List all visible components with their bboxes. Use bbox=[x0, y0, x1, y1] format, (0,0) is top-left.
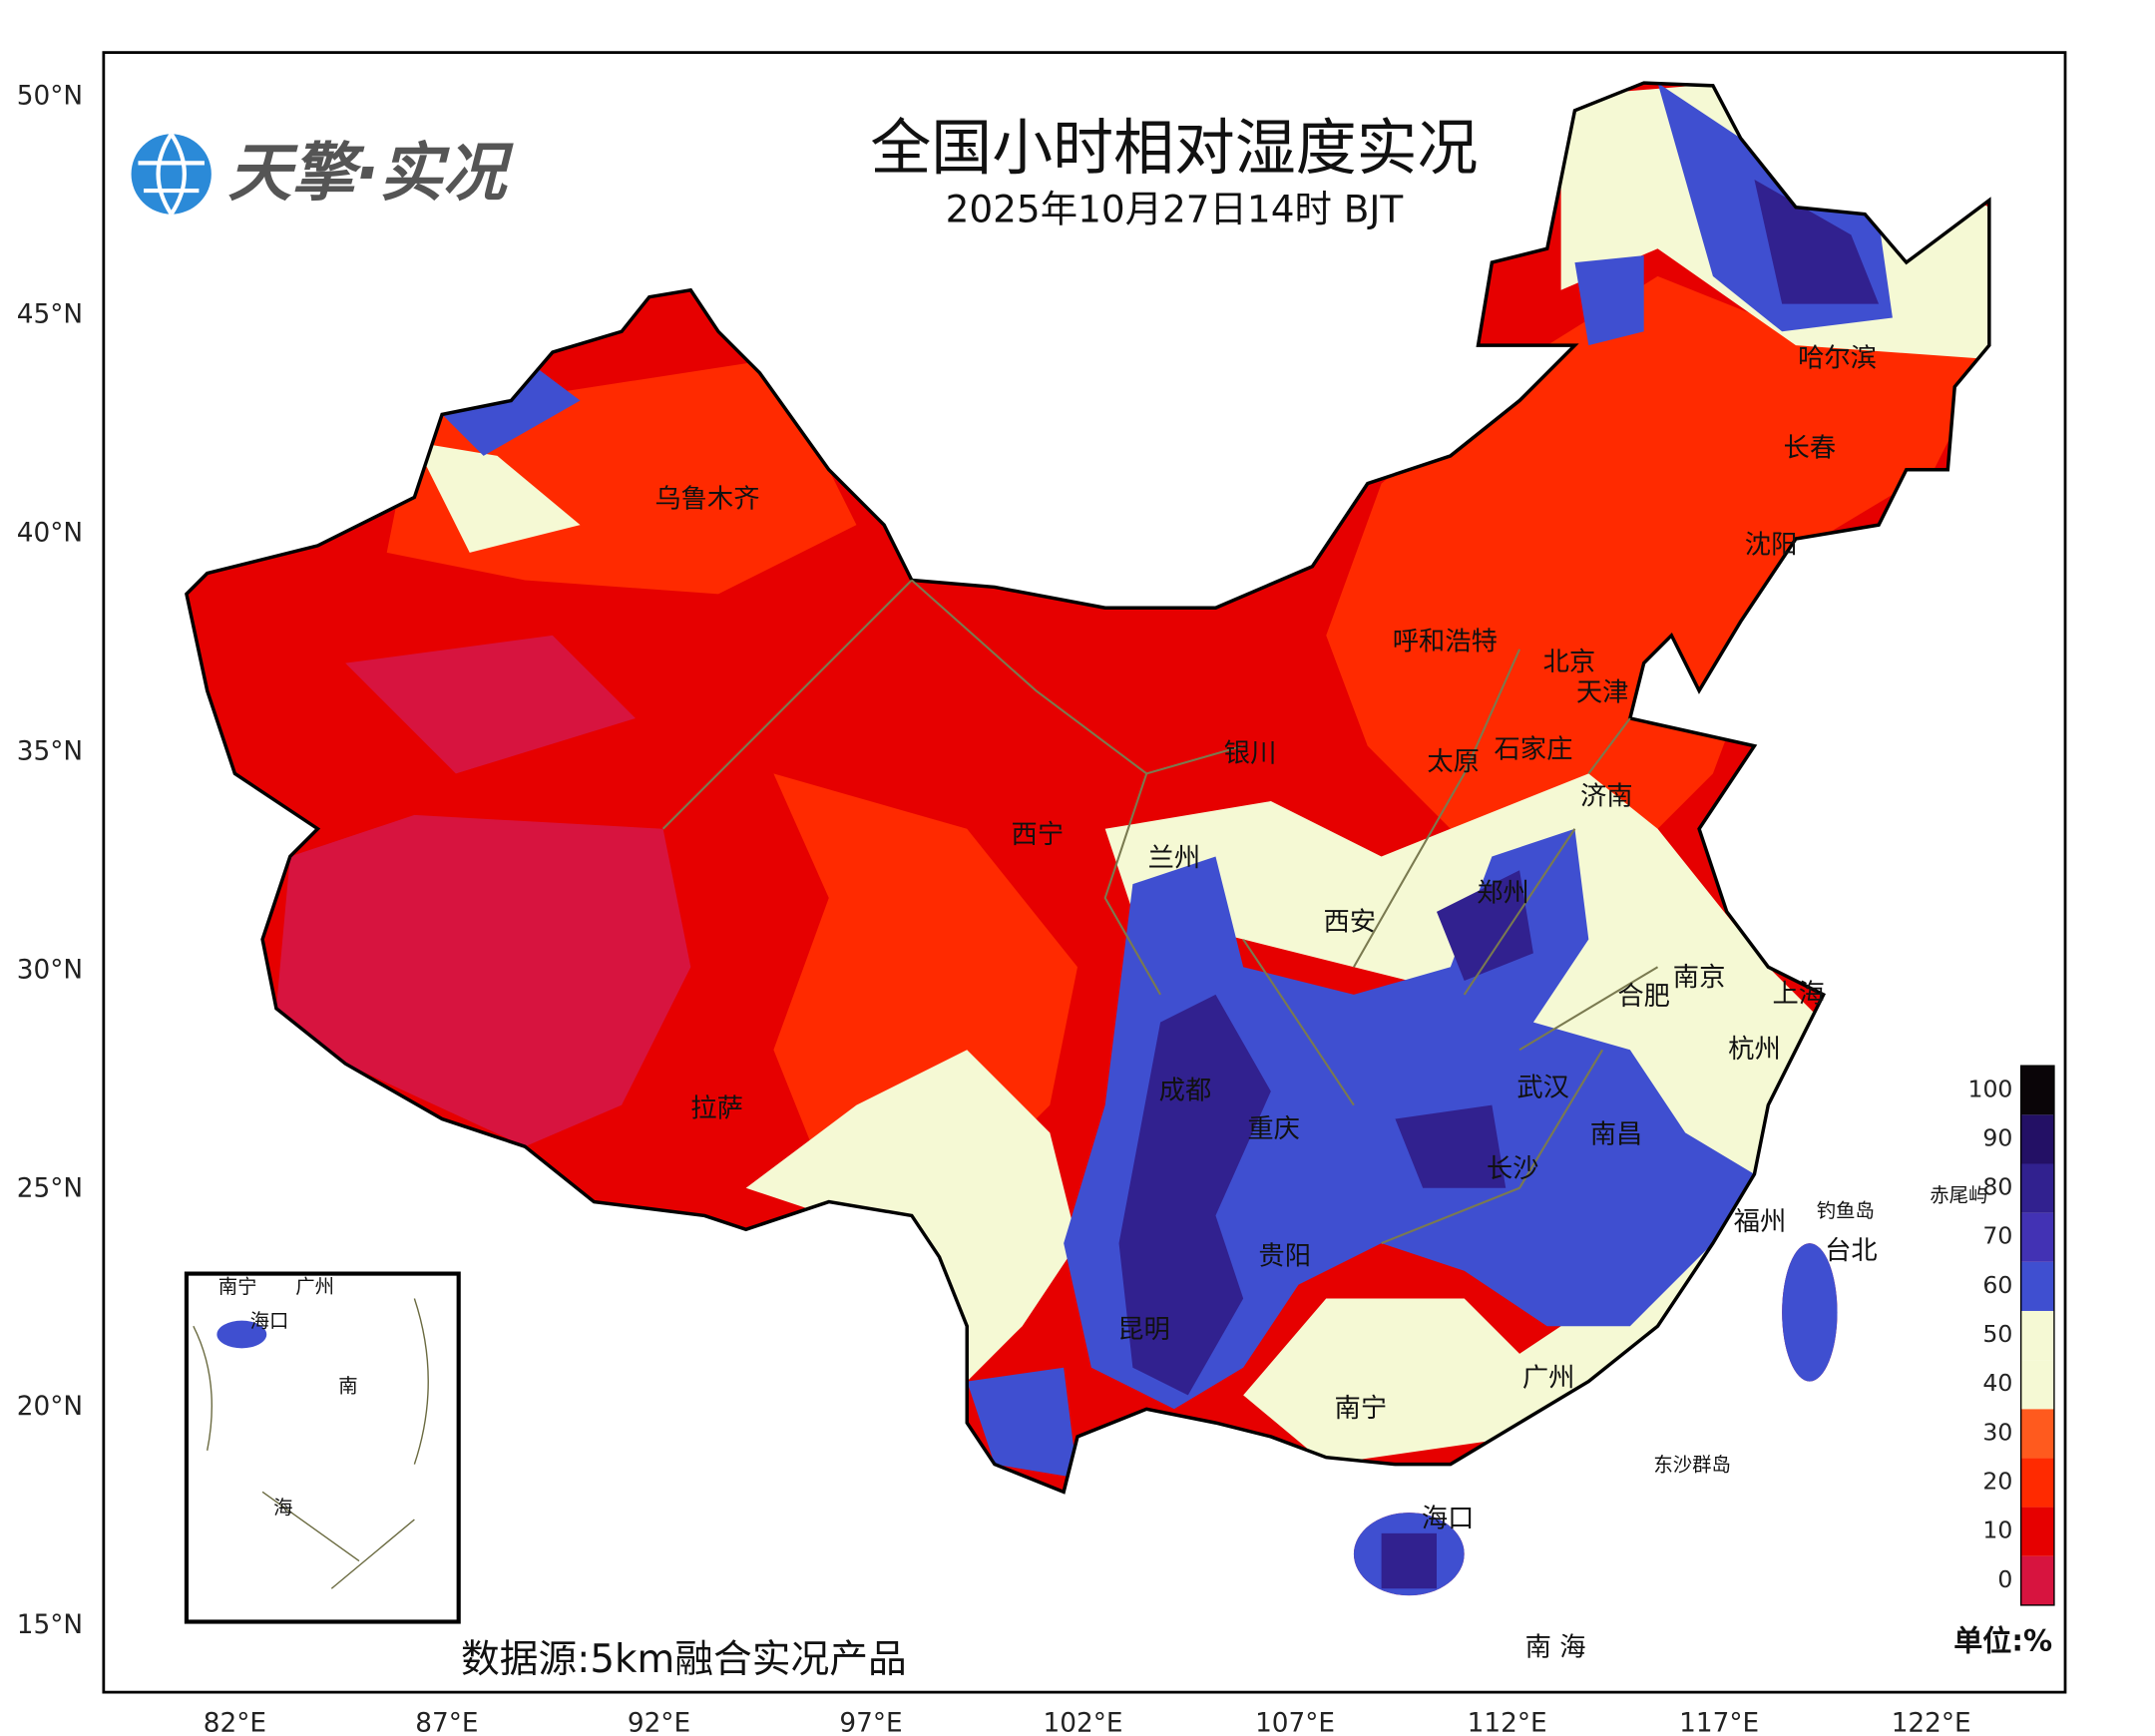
city-label: 哈尔滨 bbox=[1798, 343, 1877, 373]
city-label: 重庆 bbox=[1247, 1114, 1300, 1144]
colorbar-segment bbox=[2020, 1163, 2054, 1213]
data-source: 数据源:5km融合实况产品 bbox=[461, 1637, 907, 1682]
lat-tick-label: 15°N bbox=[17, 1610, 83, 1640]
island-label: 赤尾屿 bbox=[1930, 1184, 1987, 1207]
colorbar-label: 70 bbox=[1982, 1222, 2012, 1250]
city-label: 济南 bbox=[1580, 781, 1633, 811]
colorbar-segment bbox=[2020, 1261, 2054, 1311]
island-label: 钓鱼岛 bbox=[1817, 1199, 1875, 1222]
city-label: 南京 bbox=[1673, 963, 1726, 993]
colorbar-segment bbox=[2020, 1458, 2054, 1508]
island-label: 南 海 bbox=[1525, 1632, 1586, 1662]
lon-tick-label: 82°E bbox=[204, 1708, 266, 1736]
city-label: 呼和浩特 bbox=[1393, 627, 1498, 656]
colorbar-label: 40 bbox=[1982, 1369, 2012, 1397]
lat-tick-label: 40°N bbox=[17, 518, 83, 548]
city-label: 兰州 bbox=[1148, 844, 1201, 874]
city-label: 西安 bbox=[1323, 907, 1376, 937]
colorbar-label: 10 bbox=[1982, 1517, 2012, 1544]
city-label: 成都 bbox=[1159, 1076, 1212, 1105]
city-label: 南宁 bbox=[1335, 1394, 1388, 1424]
lon-tick-label: 92°E bbox=[628, 1708, 690, 1736]
lon-tick-label: 102°E bbox=[1044, 1708, 1123, 1736]
colorbar-segment bbox=[2020, 1555, 2054, 1605]
colorbar-segment bbox=[2020, 1114, 2054, 1164]
city-label: 合肥 bbox=[1617, 982, 1670, 1012]
inset-label: 南 bbox=[338, 1375, 357, 1398]
city-label: 福州 bbox=[1734, 1207, 1787, 1237]
colorbar-segment bbox=[2020, 1507, 2054, 1556]
colorbar-segment bbox=[2020, 1066, 2054, 1115]
inset-coast bbox=[193, 1298, 429, 1589]
inset-label: 广州 bbox=[295, 1275, 334, 1298]
lat-tick-label: 20°N bbox=[17, 1392, 83, 1422]
map-title: 全国小时相对湿度实况 bbox=[870, 113, 1478, 184]
lon-tick-label: 87°E bbox=[415, 1708, 478, 1736]
lat-tick-label: 50°N bbox=[17, 81, 83, 111]
island-label: 东沙群岛 bbox=[1653, 1454, 1731, 1477]
colorbar-segment bbox=[2020, 1212, 2054, 1262]
field-orange-red bbox=[386, 275, 1989, 1216]
colorbar-label: 60 bbox=[1982, 1271, 2012, 1299]
colorbar-frame bbox=[2019, 1065, 2055, 1606]
city-label: 台北 bbox=[1825, 1236, 1878, 1266]
city-label: 武汉 bbox=[1516, 1074, 1569, 1103]
city-label: 贵阳 bbox=[1258, 1241, 1311, 1271]
lat-tick-label: 25°N bbox=[17, 1173, 83, 1203]
logo: 天擎·实况 bbox=[131, 133, 515, 216]
logo-grid bbox=[138, 133, 205, 216]
colorbar-label: 90 bbox=[1982, 1123, 2012, 1151]
city-label: 北京 bbox=[1543, 648, 1596, 677]
province-borders bbox=[661, 579, 1659, 1245]
field-purple bbox=[1118, 179, 1880, 1589]
colorbar-label: 0 bbox=[1997, 1565, 2012, 1593]
inset-label: 南宁 bbox=[218, 1275, 257, 1298]
logo-globe bbox=[131, 134, 212, 215]
city-label: 太原 bbox=[1427, 747, 1480, 777]
city-label: 乌鲁木齐 bbox=[654, 485, 759, 515]
lat-tick-label: 45°N bbox=[17, 299, 83, 329]
field-crimson bbox=[275, 635, 691, 1147]
city-label: 长沙 bbox=[1487, 1154, 1539, 1184]
lon-tick-label: 107°E bbox=[1255, 1708, 1335, 1736]
lon-tick-label: 117°E bbox=[1679, 1708, 1759, 1736]
city-label: 南昌 bbox=[1590, 1120, 1643, 1150]
city-label: 杭州 bbox=[1728, 1035, 1781, 1065]
city-label: 昆明 bbox=[1117, 1315, 1170, 1345]
city-label: 郑州 bbox=[1477, 878, 1529, 908]
colorbar-label: 80 bbox=[1982, 1173, 2012, 1201]
city-label: 海口 bbox=[1422, 1505, 1475, 1534]
lon-tick-label: 122°E bbox=[1892, 1708, 1971, 1736]
colorbar-label: 20 bbox=[1982, 1467, 2012, 1495]
logo-text: 天擎·实况 bbox=[227, 137, 514, 211]
inset-label: 海 bbox=[273, 1496, 292, 1519]
colorbar-segment bbox=[2020, 1310, 2054, 1361]
inset-hainan bbox=[216, 1320, 267, 1349]
colorbar-label: 100 bbox=[1967, 1075, 2012, 1102]
colorbar-label: 50 bbox=[1982, 1320, 2012, 1348]
lon-tick-label: 112°E bbox=[1468, 1708, 1547, 1736]
city-label: 石家庄 bbox=[1494, 734, 1572, 764]
lon-tick-label: 97°E bbox=[839, 1708, 902, 1736]
city-label: 广州 bbox=[1522, 1363, 1575, 1393]
inset-label: 海口 bbox=[250, 1310, 289, 1333]
lat-tick-label: 35°N bbox=[17, 736, 83, 766]
city-label: 西宁 bbox=[1012, 820, 1065, 850]
field-blue bbox=[442, 83, 1893, 1596]
city-label: 天津 bbox=[1576, 678, 1629, 708]
city-label: 银川 bbox=[1224, 738, 1277, 768]
inset bbox=[184, 1271, 461, 1624]
city-label: 长春 bbox=[1784, 433, 1837, 463]
colorbar-segment bbox=[2020, 1409, 2054, 1459]
colorbar-segment bbox=[2020, 1360, 2054, 1410]
legend-unit: 单位:% bbox=[1953, 1623, 2052, 1657]
colorbar-label: 30 bbox=[1982, 1418, 2012, 1446]
city-label: 拉萨 bbox=[690, 1093, 743, 1123]
lat-tick-label: 30°N bbox=[17, 955, 83, 985]
city-label: 上海 bbox=[1772, 979, 1825, 1009]
map-subtitle: 2025年10月27日14时 BJT bbox=[946, 187, 1404, 230]
city-label: 沈阳 bbox=[1745, 530, 1798, 560]
